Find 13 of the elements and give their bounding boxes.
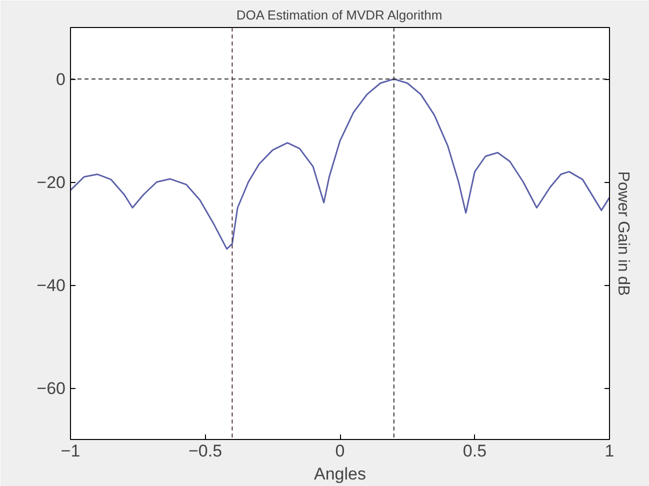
y-tick-label: −20	[36, 173, 66, 192]
y-axis-title: Power Gain in dB	[614, 171, 632, 296]
y-tick-label: −40	[36, 276, 66, 295]
x-axis-title: Angles	[314, 464, 366, 484]
x-tick-label: 0.5	[462, 442, 487, 460]
chart-title: DOA Estimation of MVDR Algorithm	[236, 8, 442, 22]
x-tick-label: −1	[60, 442, 80, 460]
x-tick-label: 1	[604, 442, 614, 460]
x-tick-label: 0	[335, 442, 345, 460]
line-series	[70, 78, 610, 250]
x-tick-label: −0.5	[188, 442, 222, 460]
y-tick-label: −60	[36, 379, 66, 398]
y-tick-label: 0	[56, 70, 66, 89]
